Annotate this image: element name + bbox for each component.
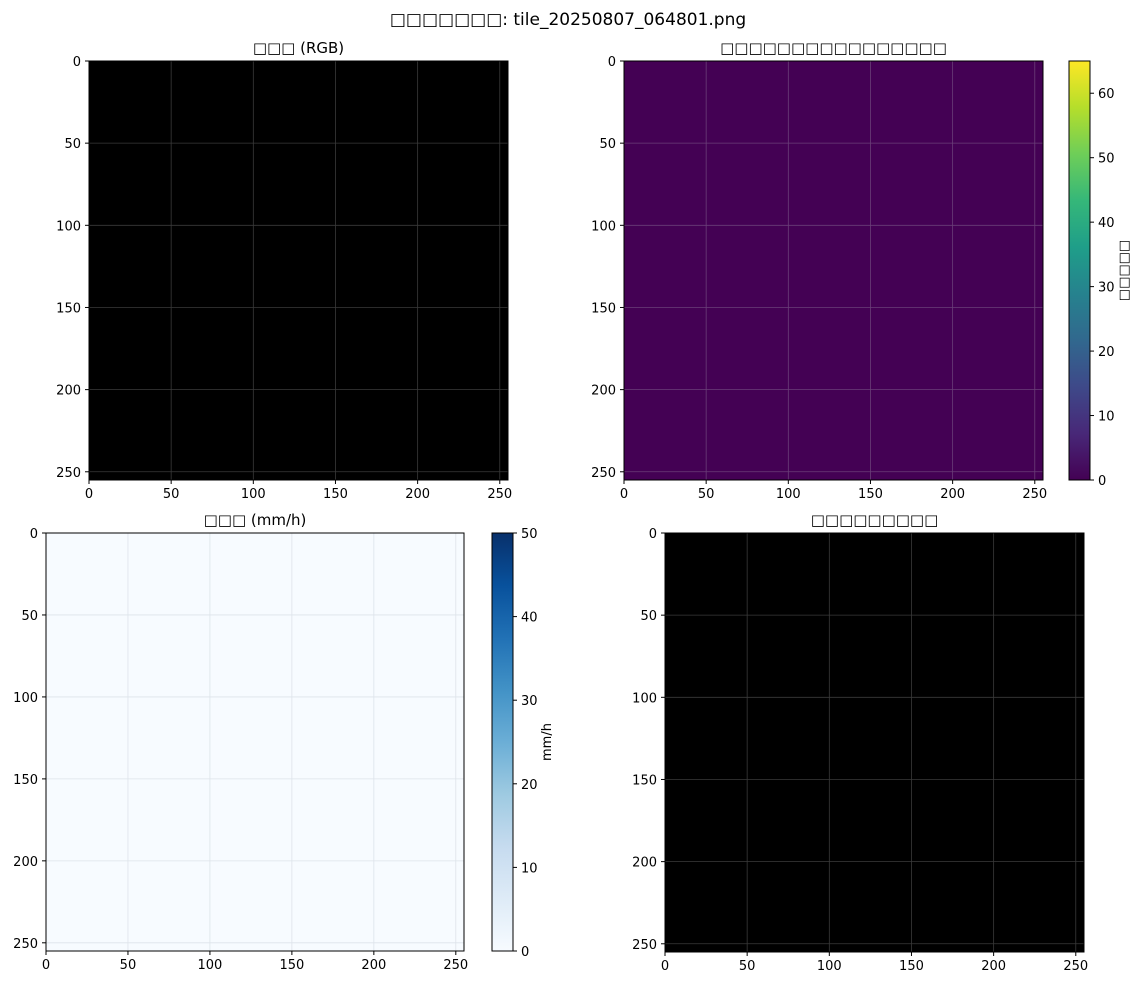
axes-frame bbox=[664, 532, 1085, 953]
colorbar-tick-label: 60 bbox=[1098, 87, 1115, 102]
colorbar-label: □□□□□ bbox=[1117, 240, 1132, 301]
panel-title: □□□ (RGB) bbox=[253, 39, 344, 57]
y-tick-label: 250 bbox=[13, 937, 38, 952]
y-tick-label: 150 bbox=[632, 773, 657, 788]
x-tick-label: 200 bbox=[405, 487, 430, 502]
y-tick-label: 50 bbox=[640, 609, 657, 624]
y-tick-label: 200 bbox=[632, 856, 657, 871]
panel-title: □□□□□□□□□ bbox=[811, 511, 939, 529]
colorbar-tick-label: 50 bbox=[521, 527, 538, 542]
y-tick-label: 250 bbox=[56, 466, 81, 481]
x-tick-label: 150 bbox=[323, 487, 348, 502]
x-tick-label: 0 bbox=[42, 958, 50, 973]
y-tick-label: 0 bbox=[73, 55, 81, 70]
x-tick-label: 200 bbox=[940, 487, 965, 502]
axes-frame bbox=[45, 532, 465, 952]
x-tick-label: 150 bbox=[899, 959, 924, 974]
heatmap-image-rgb bbox=[89, 61, 508, 480]
colorbar-tick-label: 30 bbox=[521, 694, 538, 709]
panel-title: □□□ (mm/h) bbox=[204, 511, 307, 529]
x-tick-label: 0 bbox=[620, 487, 628, 502]
colorbar-tick-label: 20 bbox=[521, 778, 538, 793]
panel-rgb-image: 0 50 100 150 200 250 0 50 100 150 200 250 □□□ (RGB) bbox=[56, 39, 512, 502]
x-tick-label: 50 bbox=[163, 487, 180, 502]
x-tick-label: 0 bbox=[85, 487, 93, 502]
heatmap-image-precip-count bbox=[624, 61, 1043, 480]
y-tick-label: 250 bbox=[591, 466, 616, 481]
y-tick-label: 200 bbox=[591, 384, 616, 399]
heatmap-image-mask bbox=[665, 533, 1084, 952]
y-tick-label: 0 bbox=[30, 527, 38, 542]
colorbar-tick-label: 10 bbox=[521, 861, 538, 876]
x-tick-label: 50 bbox=[698, 487, 715, 502]
axes-frame bbox=[623, 60, 1044, 481]
x-tick-label: 100 bbox=[241, 487, 266, 502]
x-tick-label: 50 bbox=[739, 959, 756, 974]
colorbar-tick-label: 40 bbox=[1098, 216, 1115, 231]
x-tick-label: 100 bbox=[198, 958, 223, 973]
y-tick-label: 50 bbox=[64, 137, 81, 152]
x-tick-label: 250 bbox=[1063, 959, 1088, 974]
y-tick-label: 200 bbox=[56, 384, 81, 399]
x-tick-label: 100 bbox=[776, 487, 801, 502]
y-tick-label: 200 bbox=[13, 855, 38, 870]
y-tick-label: 150 bbox=[591, 301, 616, 316]
colorbar bbox=[491, 532, 514, 952]
x-tick-label: 0 bbox=[661, 959, 669, 974]
heatmap-image-rain-rate bbox=[46, 533, 464, 951]
y-tick-label: 100 bbox=[13, 691, 38, 706]
axes-frame bbox=[88, 60, 509, 481]
y-tick-label: 150 bbox=[13, 773, 38, 788]
x-tick-label: 200 bbox=[361, 958, 386, 973]
colorbar-tick-label: 0 bbox=[1098, 474, 1106, 489]
y-tick-label: 150 bbox=[56, 301, 81, 316]
x-tick-label: 200 bbox=[981, 959, 1006, 974]
panel-mask: 0 50 100 150 200 250 0 50 100 150 200 250 □□□□□□□□□ bbox=[632, 511, 1088, 974]
x-tick-label: 150 bbox=[279, 958, 304, 973]
colorbar-tick-label: 20 bbox=[1098, 345, 1115, 360]
colorbar-tick-label: 30 bbox=[1098, 281, 1115, 296]
colorbar-tick-label: 50 bbox=[1098, 152, 1115, 167]
x-tick-label: 250 bbox=[487, 487, 512, 502]
x-tick-label: 100 bbox=[817, 959, 842, 974]
colorbar-label: mm/h bbox=[540, 723, 555, 761]
y-tick-label: 250 bbox=[632, 938, 657, 953]
x-tick-label: 250 bbox=[443, 958, 468, 973]
y-tick-label: 0 bbox=[649, 527, 657, 542]
y-tick-label: 100 bbox=[591, 219, 616, 234]
x-tick-label: 250 bbox=[1022, 487, 1047, 502]
colorbar-tick-label: 0 bbox=[521, 945, 529, 960]
y-tick-label: 50 bbox=[21, 609, 38, 624]
colorbar-tick-label: 10 bbox=[1098, 410, 1115, 425]
colorbar bbox=[1068, 60, 1091, 481]
panel-title: □□□□□□□□□□□□□□□□ bbox=[720, 39, 947, 57]
colorbar-tick-label: 40 bbox=[521, 611, 538, 626]
y-tick-label: 100 bbox=[56, 219, 81, 234]
panel-precip-count: 0 50 100 150 200 250050100150200250□□□□□□□□□□… bbox=[591, 39, 1132, 502]
figure-suptitle: □□□□□□□: tile_20250807_064801.png bbox=[390, 10, 746, 30]
y-tick-label: 0 bbox=[608, 55, 616, 70]
y-tick-label: 50 bbox=[599, 137, 616, 152]
x-tick-label: 150 bbox=[858, 487, 883, 502]
y-tick-label: 100 bbox=[632, 691, 657, 706]
x-tick-label: 50 bbox=[120, 958, 137, 973]
